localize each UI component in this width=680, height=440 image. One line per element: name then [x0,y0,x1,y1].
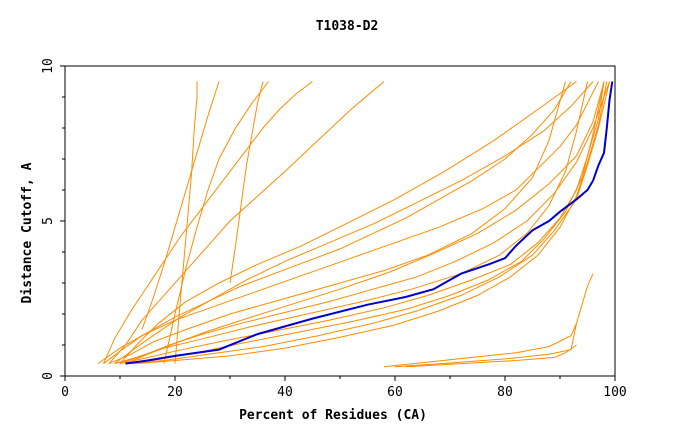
series-line-model-1 [97,81,599,365]
series-line-model-12 [136,81,608,365]
series-line-model-3 [108,81,385,364]
series-group-others [97,81,610,368]
series-line-model-6 [119,81,605,365]
series-line-model-7 [125,81,605,365]
x-tick-label-60: 60 [387,385,403,400]
series-line-model-16 [125,81,605,365]
y-axis-label: Distance Cutoff, A [20,162,35,303]
chart-title: T1038-D2 [316,19,379,34]
y-axis: 0 5 10 [41,58,65,380]
series-line-model-21 [141,81,220,330]
y-tick-label-10: 10 [41,58,56,74]
x-tick-label-100: 100 [603,385,626,400]
x-tick-label-0: 0 [61,385,69,400]
series-group-highlight [125,81,614,365]
series-line-model-10 [114,81,594,364]
series-line-model-18 [394,273,594,368]
series-line-model-19 [405,344,577,368]
x-tick-label-80: 80 [497,385,513,400]
series-line-model-13 [174,81,198,364]
series-line-model-14 [163,81,269,364]
x-axis: 0 20 40 60 80 100 [61,376,627,400]
x-axis-label: Percent of Residues (CA) [239,408,427,423]
y-tick-label-0: 0 [41,372,56,380]
series-line-model-8 [130,81,610,365]
series-line-model-9 [103,81,572,364]
plot-frame [64,65,616,377]
series-line-model-20 [229,81,264,284]
x-tick-label-20: 20 [167,385,183,400]
series-line-model-2 [103,81,313,364]
series-line-model-15 [119,81,577,364]
x-tick-label-40: 40 [277,385,293,400]
series-line-model-4 [108,81,566,365]
series-line-model-5 [114,81,588,365]
series-line-model-17 [383,323,577,368]
y-tick-label-5: 5 [41,217,56,225]
series-line-highlight [125,81,614,365]
